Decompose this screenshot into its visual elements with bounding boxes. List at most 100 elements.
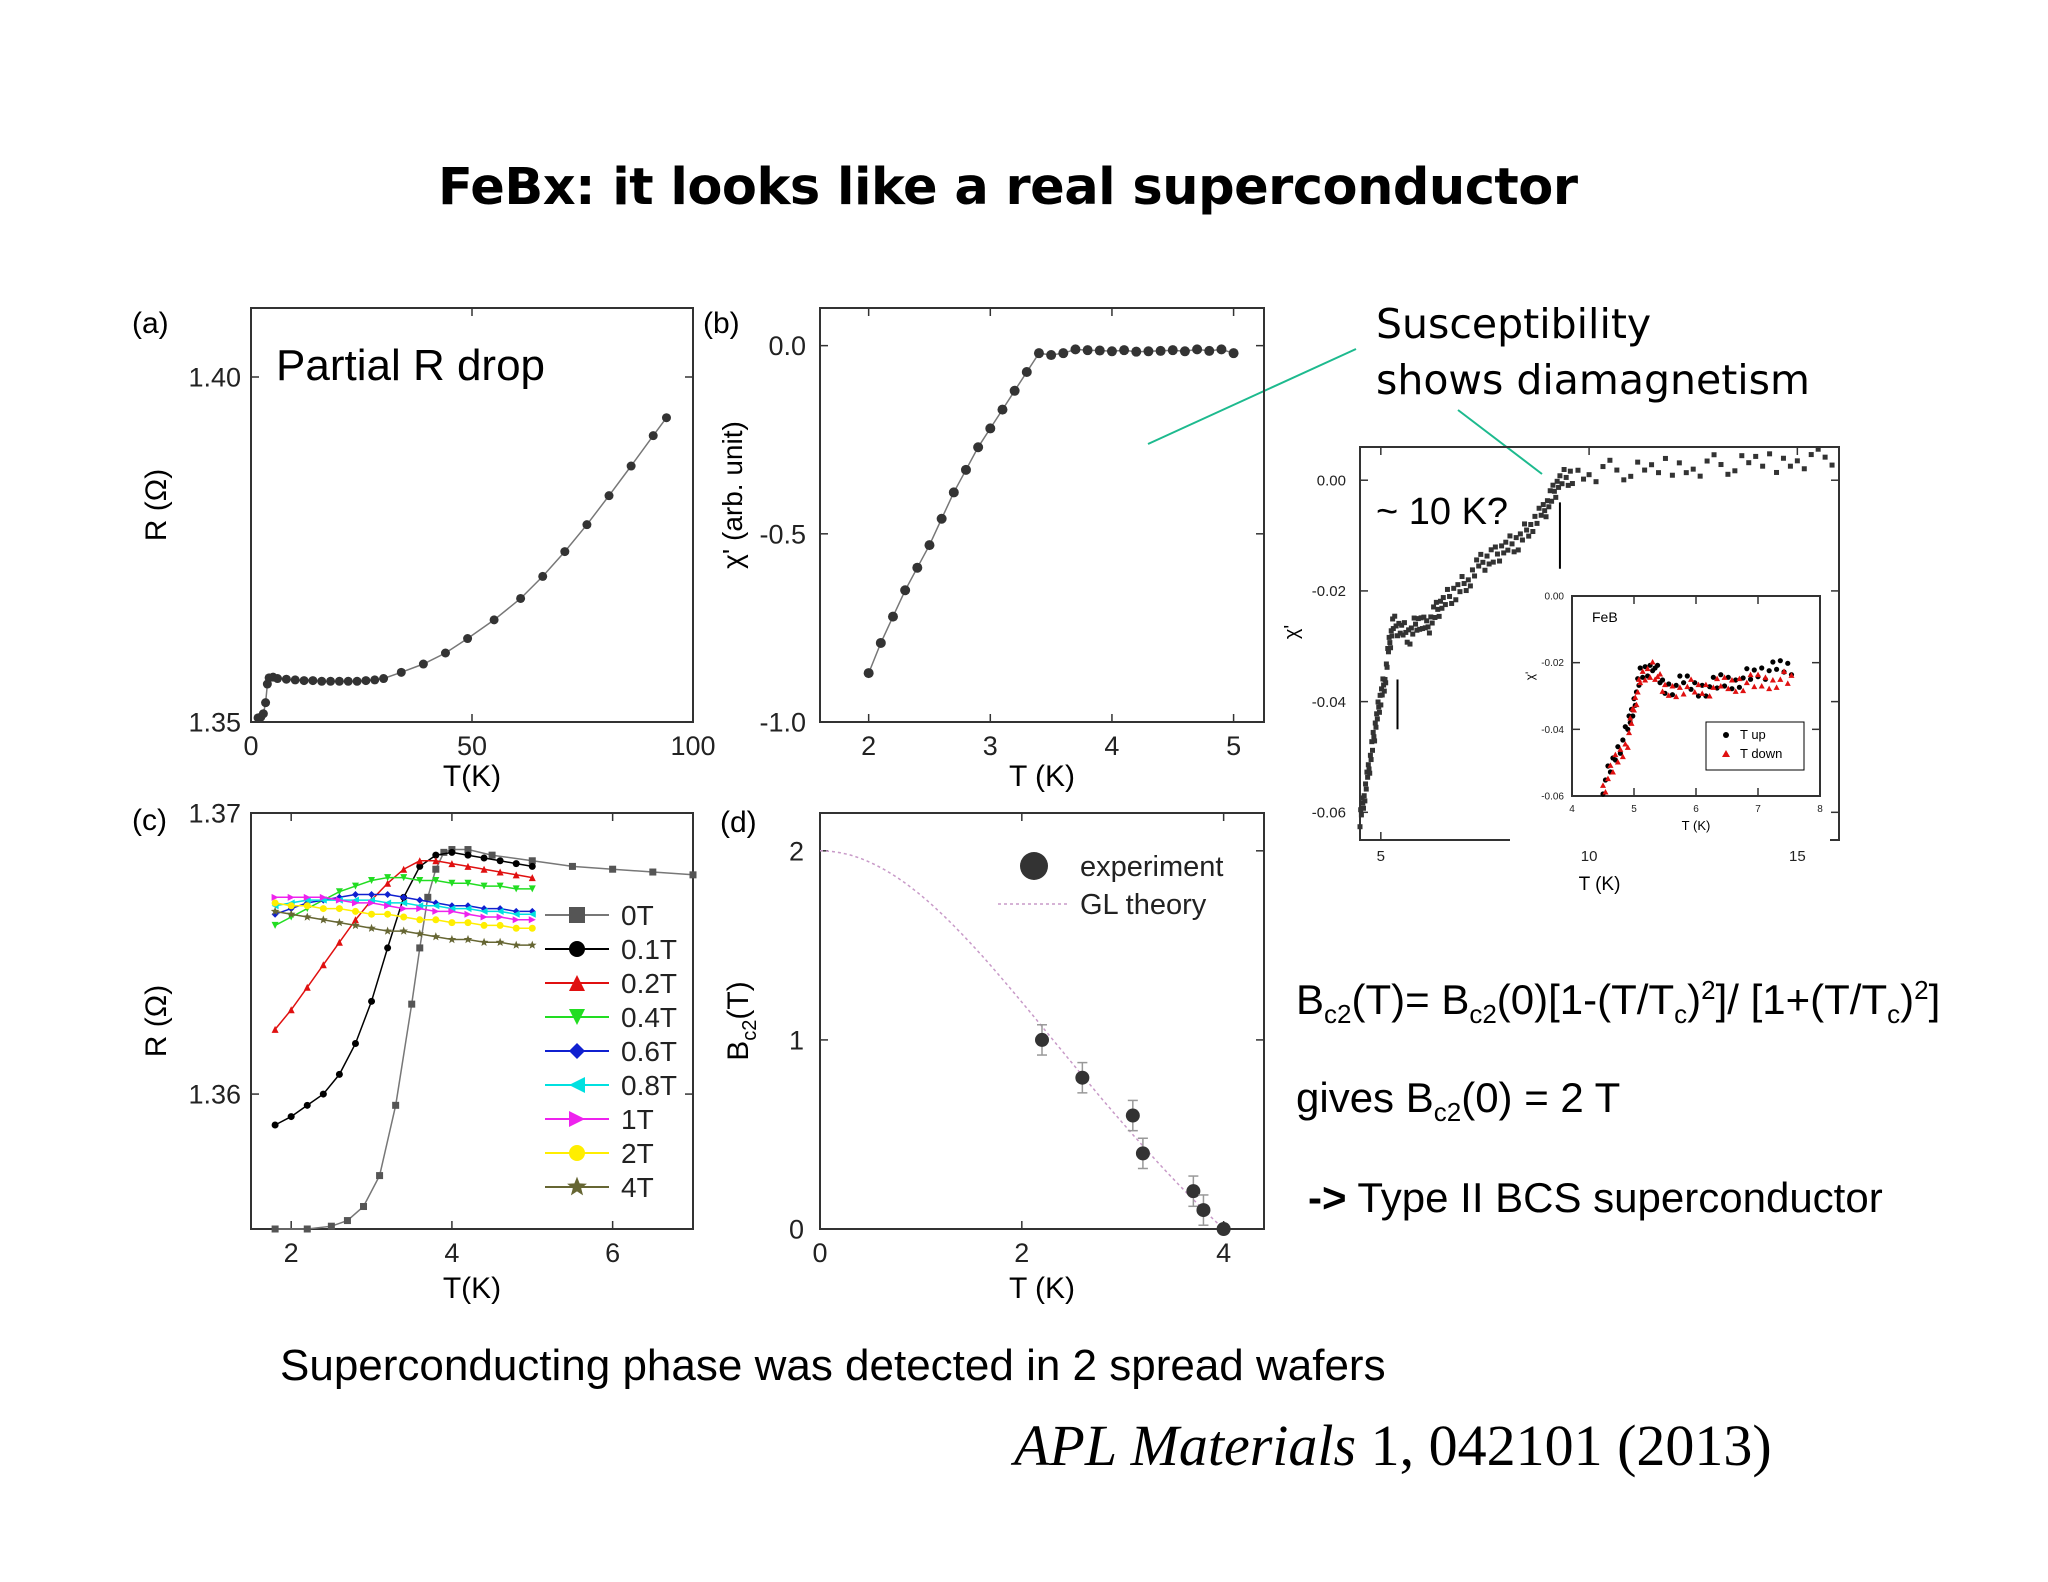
data-point-right <box>1815 446 1821 452</box>
data-point-b <box>1046 350 1057 361</box>
data-point-a <box>418 659 428 669</box>
plot-frame-b <box>819 307 1265 723</box>
data-point-right <box>1367 752 1373 758</box>
data-point-inset-T down <box>1647 674 1654 680</box>
data-point-c-4T <box>463 934 473 944</box>
data-point-c-0.6T <box>368 891 376 899</box>
callout-line-1 <box>1147 348 1357 445</box>
data-point-right <box>1478 551 1484 557</box>
data-point-right <box>1407 641 1413 647</box>
chart-panel-a: 0 50 100 1.35 1.40 (a) Partial R drop T(K) R (Ω) <box>132 307 716 793</box>
data-point-c-0T <box>432 865 440 873</box>
data-point-inset-T up <box>1677 673 1683 679</box>
y-tick-label-a: 1.40 <box>188 362 241 392</box>
data-point-right <box>1364 769 1370 775</box>
legend-marker-0.4T <box>569 1009 585 1025</box>
data-point-c-0.2T <box>287 1006 295 1014</box>
data-point-c-0T <box>440 848 448 856</box>
data-point-b <box>948 487 959 498</box>
data-point-right <box>1488 547 1494 553</box>
data-point-right <box>1392 613 1398 619</box>
data-point-right <box>1472 573 1478 579</box>
data-point-right <box>1546 504 1552 510</box>
data-point-c-1T <box>448 907 456 915</box>
slide-title: FeBx: it looks like a real superconducto… <box>438 158 1578 217</box>
data-point-right <box>1378 702 1384 708</box>
data-point-c-1T <box>384 902 392 910</box>
data-point-inset-T up <box>1707 684 1713 690</box>
x-tick-label-c: 6 <box>605 1238 620 1268</box>
data-point-right <box>1408 625 1414 631</box>
data-point-right <box>1808 452 1814 458</box>
data-point-inset-T up <box>1766 668 1772 674</box>
legend-label-0.6T: 0.6T <box>621 1036 677 1067</box>
data-point-inset-T down <box>1714 675 1721 682</box>
y-axis-label-d: Bc2(T) <box>722 981 761 1060</box>
citation-journal: APL Materials <box>1014 1413 1357 1478</box>
data-point-c-0.8T <box>351 896 359 904</box>
data-point-right <box>1569 481 1575 487</box>
legend-label-experiment: experiment <box>1080 851 1223 883</box>
data-point-right <box>1474 557 1480 563</box>
data-point-right <box>1366 766 1372 772</box>
legend-marker-4T <box>567 1176 587 1196</box>
data-point-right <box>1536 505 1542 511</box>
data-point-c-0T <box>488 851 496 859</box>
x-tick-label-b: 5 <box>1226 731 1241 761</box>
data-point-c-0.1T <box>287 1113 295 1121</box>
data-point-inset-T up <box>1669 692 1676 698</box>
data-point-c-4T <box>383 926 392 935</box>
data-point-c-1T <box>416 905 424 913</box>
legend-label-inset-T up: T up <box>1740 727 1766 742</box>
y-tick-label-right: -0.06 <box>1312 805 1346 822</box>
data-point-right <box>1559 481 1565 487</box>
data-point-right <box>1382 676 1388 682</box>
data-point-inset-T up <box>1615 744 1621 750</box>
data-point-inset-T down <box>1657 671 1664 677</box>
legend-marker-0.1T <box>569 941 585 957</box>
data-point-c-0.4T <box>271 921 279 929</box>
data-point-right <box>1419 626 1425 632</box>
data-point-inset-T up <box>1747 676 1754 682</box>
data-point-right <box>1365 774 1371 780</box>
data-point-right <box>1507 533 1513 539</box>
data-point-right <box>1503 539 1509 545</box>
data-point-a <box>352 676 362 686</box>
data-point-right <box>1453 597 1459 603</box>
chart-panel-susceptibility: 5 10 15 0.00 -0.02 -0.04 -0.06 T (K) χ' ~ 10 K? 4 5… <box>1281 446 1840 895</box>
data-point-inset-T down <box>1626 729 1633 736</box>
data-point-a <box>281 674 291 684</box>
data-point-inset-T up <box>1695 693 1702 699</box>
x-tick-label-d: 0 <box>812 1238 827 1268</box>
data-point-inset-T up <box>1785 660 1791 666</box>
data-point-inset-T down <box>1736 675 1743 682</box>
legend-marker-0T <box>569 907 585 923</box>
x-tick-label-c: 4 <box>444 1238 459 1268</box>
data-point-a <box>258 709 268 719</box>
data-point-right <box>1440 595 1446 601</box>
conclusion-text: Type II BCS superconductor <box>1346 1174 1883 1221</box>
data-point-c-4T <box>351 920 360 930</box>
data-point-c-0.4T <box>384 874 392 882</box>
data-point-c-0T <box>343 1217 351 1225</box>
data-point-right <box>1421 614 1427 620</box>
data-point-inset-T down <box>1642 677 1649 683</box>
gl-theory-curve <box>819 850 1225 1230</box>
data-point-b <box>1082 345 1093 356</box>
data-point-right <box>1455 582 1461 588</box>
data-point-right <box>1370 729 1376 735</box>
data-point-inset-T down <box>1762 674 1769 680</box>
x-tick-label-b: 3 <box>983 731 998 761</box>
data-point-c-2T <box>287 902 295 910</box>
data-point-right <box>1829 462 1835 468</box>
data-point-inset-T down <box>1649 659 1656 665</box>
data-point-inset-T down <box>1669 683 1676 689</box>
y-tick-label-c: 1.37 <box>188 798 241 828</box>
data-point-right <box>1372 720 1378 726</box>
legend-label-4T: 4T <box>621 1172 654 1203</box>
data-point-right <box>1544 498 1550 504</box>
data-point-inset-T down <box>1695 681 1702 688</box>
data-point-right <box>1368 757 1374 763</box>
data-point-d <box>1035 1032 1049 1047</box>
